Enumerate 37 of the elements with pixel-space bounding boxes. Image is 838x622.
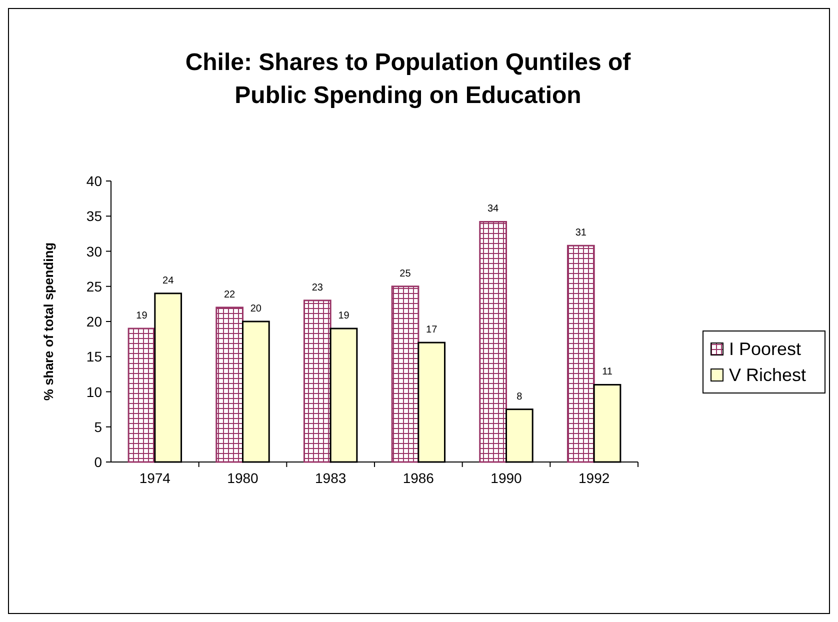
y-tick-label: 30 xyxy=(86,243,102,260)
data-label: 31 xyxy=(575,228,587,239)
data-label: 20 xyxy=(250,304,262,314)
data-label: 11 xyxy=(602,366,613,378)
x-tick-label: 1986 xyxy=(402,470,434,486)
bar xyxy=(391,286,420,463)
data-label: 19 xyxy=(338,310,350,322)
bar xyxy=(128,328,156,463)
data-label: 23 xyxy=(312,282,324,294)
bar xyxy=(216,306,244,463)
y-tick-label: 15 xyxy=(86,348,102,365)
legend-label: V Richest xyxy=(729,365,806,385)
x-tick-label: 1983 xyxy=(315,470,346,486)
y-tick-label: 25 xyxy=(86,278,102,294)
data-label: 17 xyxy=(426,324,438,336)
chart-title: Chile: Shares to Population Quntiles of Public Spending on Education xyxy=(185,49,632,109)
bar xyxy=(479,220,507,463)
y-axis-title: % share of total spending xyxy=(41,242,56,401)
data-label: 25 xyxy=(400,268,412,280)
data-label: 24 xyxy=(162,275,174,286)
legend-label: I Poorest xyxy=(729,339,802,359)
data-label: 22 xyxy=(224,289,236,300)
y-tick-label: 35 xyxy=(86,208,102,224)
x-tick-label: 1990 xyxy=(490,470,522,486)
x-tick-label: 1992 xyxy=(578,470,610,486)
y-tick-label: 10 xyxy=(86,384,102,400)
x-tick-label: 1974 xyxy=(139,470,171,486)
bar xyxy=(303,300,332,463)
data-label: 8 xyxy=(516,391,523,402)
bar xyxy=(566,244,595,463)
data-label: 19 xyxy=(136,310,148,322)
data-label: 34 xyxy=(488,204,500,215)
y-tick-label: 0 xyxy=(94,454,102,470)
x-tick-label: 1980 xyxy=(227,470,259,486)
y-tick-label: 20 xyxy=(86,314,102,330)
y-tick-label: 40 xyxy=(86,173,102,189)
y-tick-label: 5 xyxy=(94,418,102,435)
